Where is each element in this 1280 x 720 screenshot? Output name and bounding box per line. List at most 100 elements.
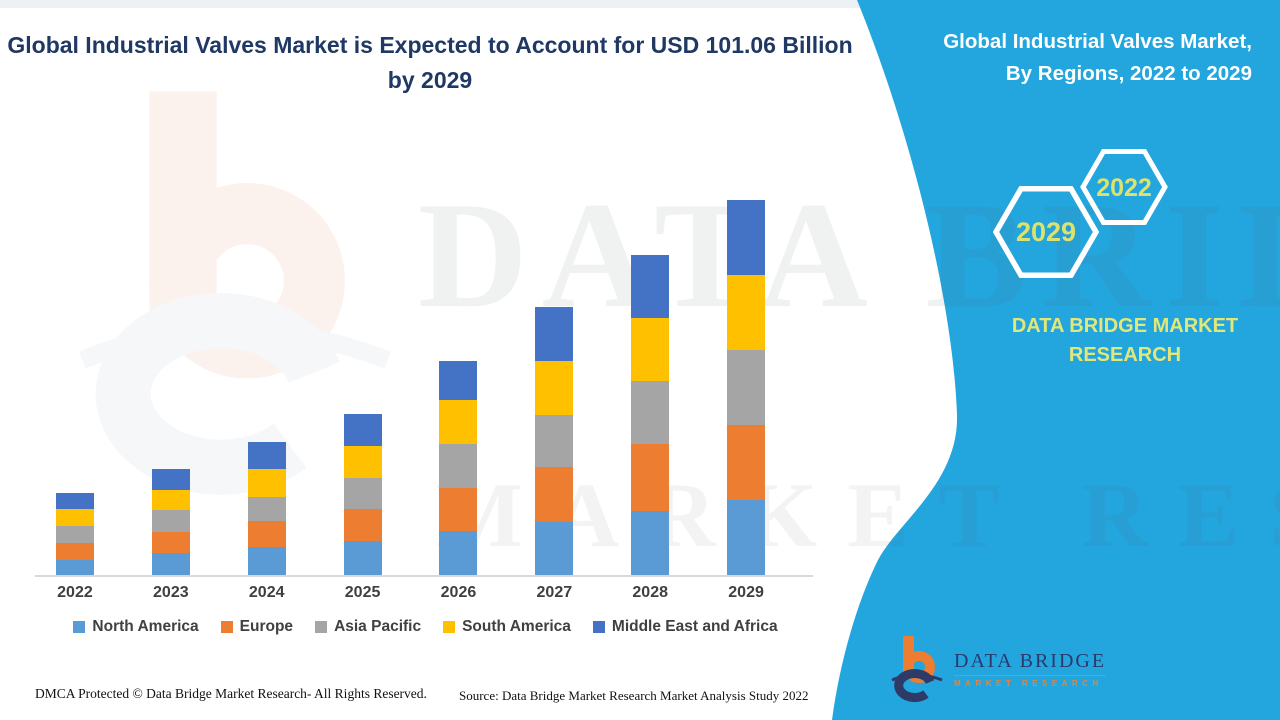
stacked-bar-2026 [439,360,478,575]
bar-segment-middle-east-and-africa [55,493,94,510]
x-axis-label-2023: 2023 [153,584,189,601]
legend-swatch [220,621,233,633]
top-strip [0,0,1280,8]
bar-segment-asia-pacific [535,415,574,467]
chart-legend: North America Europe Asia Pacific South Ame… [28,618,823,636]
logo-name: DATA BRIDGE [954,650,1107,676]
legend-swatch [443,621,456,633]
legend-item-middle-east-and-africa: Middle East and Africa [592,618,778,636]
x-axis-labels: 2022 2023 2024 2025 2026 2027 2028 2029 [27,584,794,602]
stacked-bar-2023 [151,468,190,575]
bar-column-2023 [123,195,219,575]
x-axis-label-2025: 2025 [344,584,381,601]
bar-segment-europe [439,487,478,531]
panel-heading: Global Industrial Valves Market, By Regi… [832,26,1252,90]
bar-segment-middle-east-and-africa [151,468,190,490]
x-axis-label-2026: 2026 [440,584,477,601]
stacked-bar-2022 [55,493,94,575]
bar-column-2024 [219,195,315,575]
hexagon-2022 [1080,149,1168,225]
year-hexagons: 2029 2022 [992,149,1168,279]
bar-segment-asia-pacific [631,380,670,445]
stacked-bar-2029 [727,200,766,575]
bar-segment-middle-east-and-africa [343,414,382,446]
bar-segment-asia-pacific [247,496,286,521]
bar-column-2028 [602,195,698,575]
bar-segment-south-america [247,469,286,497]
legend-swatch [592,621,605,633]
hexagon-2029-label: 2029 [1016,217,1076,247]
bar-segment-north-america [727,500,766,575]
page-title: Global Industrial Valves Market is Expec… [7,32,853,93]
legend-item-north-america: North America [73,618,199,636]
panel-heading-line1: Global Industrial Valves Market, [943,30,1252,53]
legend-swatch [73,621,86,633]
bar-column-2027 [506,195,602,575]
x-axis-line [35,575,813,577]
bar-column-2026 [411,195,507,575]
bar-column-2022 [27,195,123,575]
bar-segment-europe [727,425,766,501]
bar-segment-middle-east-and-africa [247,441,286,470]
legend-swatch [315,621,328,633]
stacked-bar-2024 [247,441,286,575]
bar-segment-south-america [151,489,190,511]
x-axis-label-2024: 2024 [248,584,285,601]
bar-segment-europe [535,466,574,522]
bar-segment-north-america [343,540,382,575]
bar-segment-asia-pacific [439,443,478,488]
bar-segment-middle-east-and-africa [439,360,478,400]
x-axis-label-2022: 2022 [57,584,93,601]
dmca-notice: DMCA Protected © Data Bridge Market Rese… [35,686,427,701]
bar-segment-asia-pacific [343,477,382,510]
hexagon-2029 [992,185,1100,279]
bar-segment-north-america [55,560,94,575]
x-axis-label-2028: 2028 [632,584,668,601]
bar-segment-europe [247,520,286,548]
brand-text: DATA BRIDGE MARKET RESEARCH [1011,315,1239,366]
bar-segment-middle-east-and-africa [727,200,766,276]
x-axis-label-2027: 2027 [536,584,573,601]
bar-segment-north-america [535,521,574,575]
legend-label: South America [462,618,571,635]
legend-label: Europe [239,618,294,635]
legend-label: Middle East and Africa [611,618,778,635]
bar-segment-asia-pacific [151,510,190,532]
bar-segment-europe [631,444,670,512]
bar-segment-europe [55,542,94,561]
bar-column-2025 [315,195,411,575]
bar-segment-north-america [247,547,286,575]
hexagon-2022-label: 2022 [1096,174,1152,202]
legend-item-asia-pacific: Asia Pacific [315,618,421,636]
bar-segment-north-america [631,511,670,575]
data-bridge-logo-icon [891,636,943,702]
x-axis-label-2029: 2029 [728,584,764,601]
stacked-bar-2027 [535,306,574,575]
legend-label: North America [92,618,199,635]
bar-segment-south-america [55,509,94,527]
stacked-bar-2025 [343,414,382,575]
bar-segment-south-america [439,399,478,444]
bar-segment-asia-pacific [727,350,766,426]
bar-column-2029 [698,195,794,575]
bar-segment-middle-east-and-africa [535,306,574,361]
bar-segment-south-america [727,275,766,351]
logo-subtitle: MARKET RESEARCH [954,679,1103,688]
bar-segment-south-america [343,445,382,478]
legend-item-south-america: South America [443,618,571,636]
panel-heading-line2: By Regions, 2022 to 2029 [1005,61,1252,85]
legend-item-europe: Europe [220,618,294,636]
bar-segment-south-america [631,317,670,381]
bar-segment-north-america [151,553,190,575]
data-bridge-logo: DATA BRIDGE MARKET RESEARCH [890,634,1107,704]
blue-wave-shape [832,0,1280,720]
bar-segment-asia-pacific [55,526,94,543]
bar-segment-south-america [535,360,574,416]
legend-label: Asia Pacific [334,618,422,635]
bar-segment-north-america [439,530,478,575]
bar-segment-middle-east-and-africa [631,254,670,318]
source-note: Source: Data Bridge Market Research Mark… [459,688,809,703]
bar-segment-europe [343,509,382,541]
bar-segment-europe [151,531,190,554]
